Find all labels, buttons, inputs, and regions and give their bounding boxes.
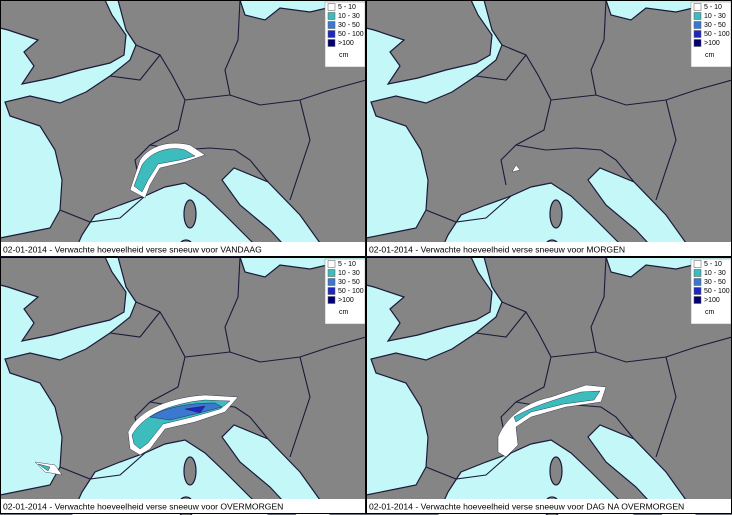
legend-swatch bbox=[693, 21, 702, 29]
map-panel: 5 - 10 10 - 30 30 - 50 50 - 100 >100 cm 02-01-… bbox=[365, 256, 732, 515]
legend-label: 50 - 100 bbox=[338, 288, 364, 295]
base-map bbox=[0, 256, 367, 515]
legend-swatch bbox=[693, 39, 702, 47]
legend-swatch bbox=[693, 3, 702, 11]
legend-swatch bbox=[693, 269, 702, 277]
legend-unit: cm bbox=[339, 309, 349, 316]
legend-label: 30 - 50 bbox=[338, 22, 360, 29]
legend-swatch bbox=[327, 269, 336, 277]
legend-swatch bbox=[327, 39, 336, 47]
base-map bbox=[365, 0, 732, 261]
legend-label: 10 - 30 bbox=[704, 270, 726, 277]
legend-unit: cm bbox=[705, 52, 715, 59]
legend-label: 10 - 30 bbox=[338, 270, 360, 277]
legend-swatch bbox=[327, 3, 336, 11]
legend-label: >100 bbox=[704, 40, 720, 47]
legend-swatch bbox=[693, 278, 702, 286]
legend-unit: cm bbox=[705, 309, 715, 316]
legend-swatch bbox=[327, 12, 336, 20]
legend-swatch bbox=[327, 287, 336, 295]
snow-area bbox=[133, 148, 196, 193]
legend-swatch bbox=[327, 30, 336, 38]
legend-label: 5 - 10 bbox=[338, 4, 356, 11]
base-map bbox=[365, 256, 732, 515]
legend-swatch bbox=[693, 12, 702, 20]
legend-swatch bbox=[327, 260, 336, 268]
panel-caption: 02-01-2014 - Verwachte hoeveelheid verse… bbox=[369, 244, 625, 254]
legend-label: >100 bbox=[338, 40, 354, 47]
legend-label: 50 - 100 bbox=[338, 31, 364, 38]
panel-frame bbox=[0, 257, 366, 514]
snow-area bbox=[184, 405, 206, 414]
legend-swatch bbox=[693, 260, 702, 268]
legend-unit: cm bbox=[339, 52, 349, 59]
map-panel: 5 - 10 10 - 30 30 - 50 50 - 100 >100 cm 02-01-… bbox=[0, 256, 367, 515]
snow-area bbox=[513, 390, 601, 423]
legend-label: 30 - 50 bbox=[704, 22, 726, 29]
legend-swatch bbox=[693, 287, 702, 295]
legend-label: 30 - 50 bbox=[704, 279, 726, 286]
legend-swatch bbox=[327, 21, 336, 29]
caption-strip bbox=[0, 499, 366, 514]
panel-caption: 02-01-2014 - Verwachte hoeveelheid verse… bbox=[3, 501, 283, 511]
map-panel: 5 - 10 10 - 30 30 - 50 50 - 100 >100 cm 02-01-… bbox=[365, 0, 732, 261]
snow-area bbox=[497, 384, 607, 458]
legend-label: 50 - 100 bbox=[704, 31, 730, 38]
base-map bbox=[0, 0, 367, 261]
legend-label: 30 - 50 bbox=[338, 279, 360, 286]
legend-label: >100 bbox=[704, 297, 720, 304]
legend-swatch bbox=[693, 296, 702, 304]
legend-label: 10 - 30 bbox=[704, 13, 726, 20]
legend-label: 10 - 30 bbox=[338, 13, 360, 20]
legend-label: 5 - 10 bbox=[704, 261, 722, 268]
legend-label: 5 - 10 bbox=[338, 261, 356, 268]
snow-area bbox=[37, 399, 231, 472]
map-panel: 5 - 10 10 - 30 30 - 50 50 - 100 >100 cm 02-01-… bbox=[0, 0, 367, 261]
legend-swatch bbox=[693, 30, 702, 38]
caption-strip bbox=[366, 242, 732, 257]
panel-caption: 02-01-2014 - Verwachte hoeveelheid verse… bbox=[369, 501, 684, 511]
legend-swatch bbox=[327, 278, 336, 286]
snow-area bbox=[511, 164, 521, 173]
legend-label: 50 - 100 bbox=[704, 288, 730, 295]
caption-strip bbox=[0, 242, 366, 257]
caption-strip bbox=[366, 499, 732, 514]
legend-label: >100 bbox=[338, 297, 354, 304]
legend-swatch bbox=[327, 296, 336, 304]
panel-caption: 02-01-2014 - Verwachte hoeveelheid verse… bbox=[3, 244, 262, 254]
legend-label: 5 - 10 bbox=[704, 4, 722, 11]
